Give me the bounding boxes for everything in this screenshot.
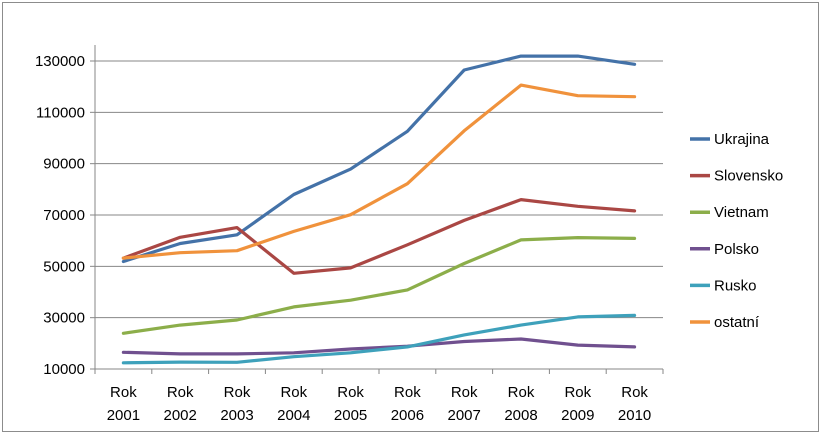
legend-item: Ukrajina bbox=[690, 131, 770, 148]
x-tick-label: Rok 2004 bbox=[277, 384, 310, 424]
y-tick-label: 130000 bbox=[35, 53, 85, 70]
axes bbox=[90, 45, 664, 374]
x-tick-label: Rok 2009 bbox=[561, 384, 594, 424]
legend-item: Slovensko bbox=[690, 168, 783, 185]
y-axis-tick-labels: 10000 30000 50000 70000 90000 110000 130000 bbox=[35, 53, 85, 378]
series-lines bbox=[121, 54, 637, 365]
legend-label: Polsko bbox=[714, 241, 759, 258]
x-tick-label: Rok 2005 bbox=[334, 384, 367, 424]
x-tick-label: Rok 2006 bbox=[391, 384, 424, 424]
y-tick-label: 70000 bbox=[43, 207, 85, 224]
legend-item: Polsko bbox=[690, 241, 759, 258]
x-tick-label: Rok 2010 bbox=[618, 384, 651, 424]
legend-label: Slovensko bbox=[714, 168, 783, 185]
series-line-slovensko bbox=[121, 198, 637, 275]
x-axis-tick-labels: Rok 2001 Rok 2002 Rok 2003 Rok 2004 Rok 2005 Rok 20… bbox=[107, 384, 652, 424]
y-tick-label: 90000 bbox=[43, 156, 85, 173]
x-tick-label: Rok 2001 bbox=[107, 384, 140, 424]
y-tick-label: 10000 bbox=[43, 361, 85, 378]
y-tick-label: 110000 bbox=[36, 104, 85, 121]
legend-label: Vietnam bbox=[714, 204, 769, 221]
series-line-ukrajina bbox=[121, 54, 637, 264]
x-tick-label: Rok 2002 bbox=[164, 384, 197, 424]
legend-label: Rusko bbox=[714, 277, 757, 294]
legend-item: Vietnam bbox=[690, 204, 769, 221]
y-tick-label: 30000 bbox=[43, 310, 85, 327]
series-line-polsko bbox=[121, 337, 637, 356]
series-line-vietnam bbox=[121, 236, 637, 335]
series-line-ostatní bbox=[121, 83, 637, 260]
x-tick-label: Rok 2008 bbox=[504, 384, 537, 424]
gridlines bbox=[95, 60, 663, 319]
legend: Ukrajina Slovensko Vietnam Polsko Rusko ostat… bbox=[690, 131, 783, 331]
series-line-rusko bbox=[121, 313, 637, 365]
legend-label: Ukrajina bbox=[714, 131, 770, 148]
y-tick-label: 50000 bbox=[43, 258, 85, 275]
x-tick-label: Rok 2007 bbox=[448, 384, 481, 424]
legend-item: Rusko bbox=[690, 277, 757, 294]
legend-label: ostatní bbox=[714, 314, 760, 331]
x-tick-label: Rok 2003 bbox=[220, 384, 253, 424]
legend-item: ostatní bbox=[690, 314, 760, 331]
chart-frame bbox=[2, 2, 819, 432]
